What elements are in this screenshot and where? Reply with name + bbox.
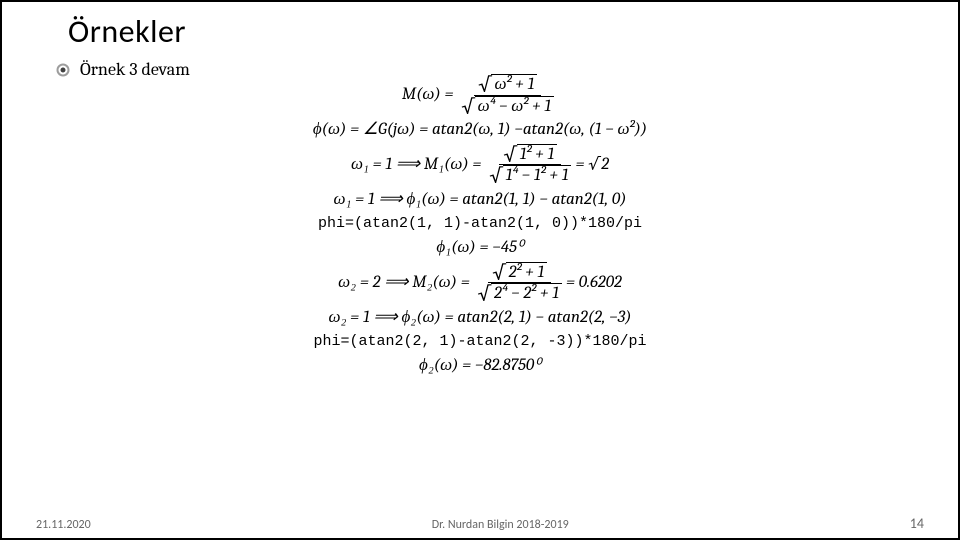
w1M-den: 1⁴ − 1² + 1 (503, 165, 572, 186)
w1M-lhs: ω₁ = 1 ⟹ M₁(ω) = (351, 155, 482, 175)
phi-rhs: atan2(ω, (1 − ω²)) (523, 120, 647, 140)
w2M-lhs: ω₂ = 2 ⟹ M₂(ω) = (338, 273, 470, 293)
M-num: ω² + 1 (491, 74, 537, 95)
w2M-res: = 0.6202 (566, 273, 622, 293)
w1M-frac: √1² + 1 √1⁴ − 1² + 1 (485, 144, 575, 186)
formula-w1M: ω₁ = 1 ⟹ M₁(ω) = √1² + 1 √1⁴ − 1² + 1 = … (351, 144, 609, 186)
w1M-res: = √2 (575, 155, 609, 175)
w1M-num: 1² + 1 (517, 144, 558, 165)
phi2-result: ϕ₂(ω) = −82.8750⁰ (419, 356, 541, 376)
M-frac: √ω² + 1 √ω⁴ − ω² + 1 (457, 74, 558, 116)
footer-page: 14 (910, 515, 924, 532)
w2M-num: 2² + 1 (506, 262, 548, 283)
formula-w2M: ω₂ = 2 ⟹ M₂(ω) = √2² + 1 √2⁴ − 2² + 1 = … (338, 262, 622, 304)
w2M-den: 2⁴ − 2² + 1 (491, 283, 562, 304)
formula-area: M(ω) = √ω² + 1 √ω⁴ − ω² + 1 ϕ(ω) = ∠G(jω… (32, 74, 928, 515)
formula-w1phi: ω₁ = 1 ⟹ ϕ₁(ω) = atan2(1, 1) − atan2(1, … (333, 190, 626, 210)
slide-title: Örnekler (68, 12, 928, 51)
footer-date: 21.11.2020 (36, 518, 91, 532)
M-lhs: M(ω) = (402, 85, 454, 105)
slide-frame: Örnekler Örnek 3 devam M(ω) = √ω² + 1 √ω… (0, 0, 960, 540)
footer: 21.11.2020 Dr. Nurdan Bilgin 2018-2019 1… (32, 515, 928, 532)
phi1-result: ϕ₁(ω) = −45⁰ (436, 238, 523, 258)
formula-phi: ϕ(ω) = ∠G(jω) = atan2(ω, 1) − atan2(ω, (… (313, 120, 647, 140)
w2M-frac: √2² + 1 √2⁴ − 2² + 1 (474, 262, 566, 304)
M-den: ω⁴ − ω² + 1 (475, 96, 554, 117)
code-line-1: phi=(atan2(1, 1)-atan2(1, 0))*180/pi (318, 215, 642, 232)
formula-w2phi: ω₂ = 1 ⟹ ϕ₂(ω) = atan2(2, 1) − atan2(2, … (329, 308, 632, 328)
code-line-2: phi=(atan2(2, 1)-atan2(2, -3))*180/pi (313, 333, 646, 350)
footer-center: Dr. Nurdan Bilgin 2018-2019 (91, 518, 910, 532)
phi-lhs: ϕ(ω) = ∠G(jω) = atan2(ω, 1) − (313, 120, 523, 140)
formula-M: M(ω) = √ω² + 1 √ω⁴ − ω² + 1 (402, 74, 558, 116)
